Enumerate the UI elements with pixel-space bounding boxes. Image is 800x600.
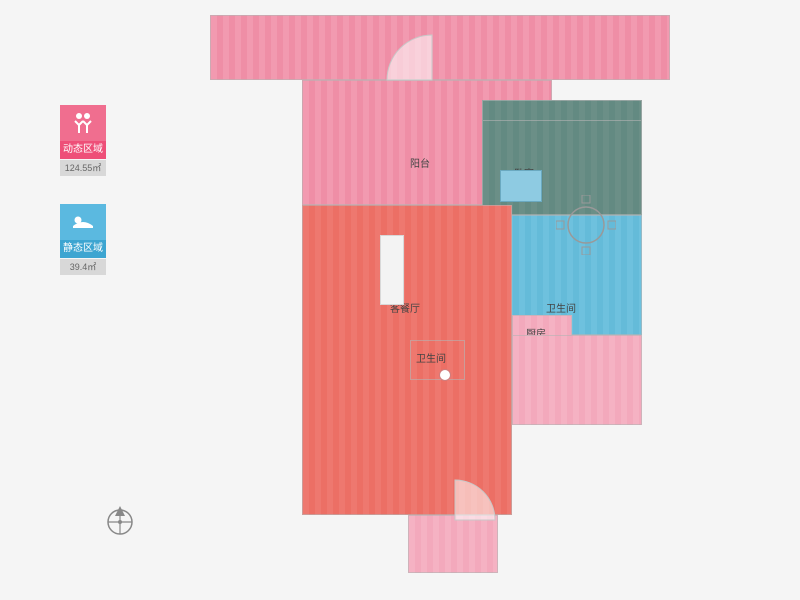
room-label-bathroom-cyan: 卫生间 xyxy=(546,300,576,315)
toilet-icon xyxy=(439,369,451,381)
room-label-bathroom-pink: 卫生间 xyxy=(416,350,446,365)
room-balcony-top xyxy=(210,15,670,80)
legend-static-label: 静态区域 xyxy=(60,240,106,258)
legend-dynamic-label: 动态区域 xyxy=(60,141,106,159)
people-icon xyxy=(60,105,106,141)
bed-icon xyxy=(500,170,542,202)
sleep-icon xyxy=(60,204,106,240)
dining-table-icon xyxy=(556,195,616,255)
legend-dynamic: 动态区域 124.55㎡ xyxy=(60,105,106,176)
compass-icon xyxy=(100,500,140,545)
sofa-icon xyxy=(380,235,404,305)
room-living xyxy=(302,205,512,515)
legend: 动态区域 124.55㎡ 静态区域 39.4㎡ xyxy=(60,105,106,303)
room-label-balcony-main: 阳台 xyxy=(410,155,430,170)
floorplan: 阳台阳台卧室卫生间客餐厅厨房卫生间 xyxy=(210,15,690,595)
legend-static-value: 39.4㎡ xyxy=(60,259,106,275)
room-entry xyxy=(408,515,498,573)
legend-static: 静态区域 39.4㎡ xyxy=(60,204,106,275)
legend-dynamic-value: 124.55㎡ xyxy=(60,160,106,176)
room-room-br xyxy=(512,335,642,425)
